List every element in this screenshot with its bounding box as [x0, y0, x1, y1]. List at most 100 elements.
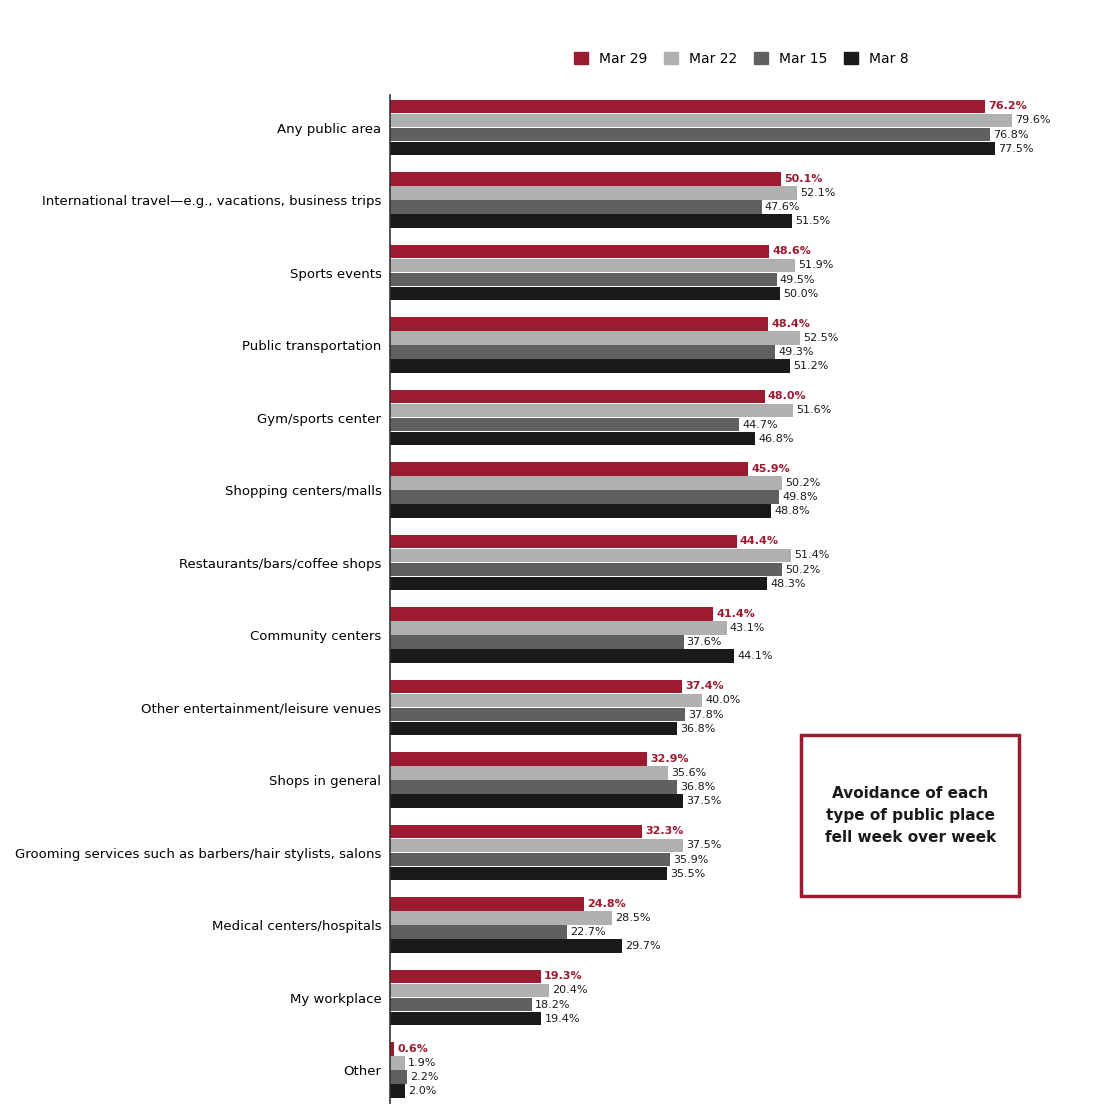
Bar: [390, 939, 622, 953]
Bar: [390, 534, 737, 548]
Bar: [390, 635, 684, 648]
Bar: [390, 722, 677, 736]
Bar: [390, 780, 677, 794]
Text: 51.6%: 51.6%: [796, 406, 831, 416]
Bar: [390, 622, 727, 635]
Bar: [390, 200, 761, 214]
Bar: [390, 984, 550, 997]
Bar: [390, 752, 647, 766]
Bar: [390, 1070, 407, 1083]
Text: 20.4%: 20.4%: [552, 985, 587, 995]
Text: 22.7%: 22.7%: [571, 927, 606, 937]
Text: 49.5%: 49.5%: [780, 275, 815, 285]
Text: 48.0%: 48.0%: [768, 391, 807, 401]
Text: 24.8%: 24.8%: [586, 899, 625, 909]
Text: 44.4%: 44.4%: [740, 537, 779, 547]
Text: 51.9%: 51.9%: [799, 260, 834, 271]
Bar: [390, 127, 989, 141]
Bar: [390, 1084, 406, 1098]
Text: 19.4%: 19.4%: [544, 1014, 579, 1024]
Bar: [390, 926, 567, 939]
Bar: [390, 114, 1012, 127]
Bar: [390, 432, 756, 445]
Bar: [390, 142, 995, 155]
Text: 41.4%: 41.4%: [717, 609, 756, 619]
Text: 50.2%: 50.2%: [786, 479, 821, 487]
Text: 50.1%: 50.1%: [784, 174, 823, 184]
Text: 28.5%: 28.5%: [616, 913, 652, 923]
Text: 46.8%: 46.8%: [759, 434, 794, 444]
Text: 2.2%: 2.2%: [410, 1072, 439, 1082]
Text: 35.6%: 35.6%: [671, 768, 706, 778]
Bar: [390, 318, 768, 331]
Bar: [390, 491, 779, 504]
Bar: [390, 838, 683, 852]
Text: 50.2%: 50.2%: [786, 565, 821, 575]
Bar: [390, 462, 748, 475]
Text: 44.1%: 44.1%: [738, 651, 773, 661]
Text: Avoidance of each
type of public place
fell week over week: Avoidance of each type of public place f…: [824, 786, 996, 845]
Text: 48.6%: 48.6%: [772, 246, 811, 256]
Bar: [390, 504, 771, 518]
Legend: Mar 29, Mar 22, Mar 15, Mar 8: Mar 29, Mar 22, Mar 15, Mar 8: [568, 46, 914, 72]
Bar: [390, 1057, 404, 1070]
Text: 35.9%: 35.9%: [674, 854, 709, 864]
Text: 29.7%: 29.7%: [625, 941, 660, 951]
Text: 51.4%: 51.4%: [794, 550, 830, 560]
Bar: [390, 287, 780, 301]
Text: 49.8%: 49.8%: [782, 492, 818, 502]
Text: 32.9%: 32.9%: [650, 754, 688, 764]
Text: 77.5%: 77.5%: [998, 143, 1034, 153]
Bar: [390, 825, 643, 838]
Bar: [390, 1012, 542, 1025]
Text: 18.2%: 18.2%: [535, 999, 571, 1010]
Text: 51.5%: 51.5%: [796, 216, 831, 226]
Bar: [390, 708, 685, 721]
Bar: [390, 866, 667, 880]
Bar: [390, 418, 739, 432]
Text: 76.2%: 76.2%: [988, 102, 1027, 112]
Text: 36.8%: 36.8%: [680, 781, 716, 792]
Bar: [390, 100, 985, 113]
Text: 44.7%: 44.7%: [742, 419, 778, 429]
Bar: [390, 607, 714, 620]
Text: 36.8%: 36.8%: [680, 723, 716, 733]
Bar: [390, 390, 765, 404]
Text: 50.0%: 50.0%: [783, 288, 819, 299]
Text: 49.3%: 49.3%: [778, 347, 813, 357]
Bar: [390, 1042, 394, 1055]
Bar: [390, 245, 769, 258]
Bar: [390, 215, 792, 228]
Text: 37.8%: 37.8%: [688, 710, 724, 720]
Bar: [390, 476, 782, 490]
Text: 35.5%: 35.5%: [670, 869, 706, 879]
Text: 37.5%: 37.5%: [686, 796, 721, 806]
Bar: [390, 969, 541, 983]
Bar: [390, 273, 777, 286]
Text: 48.4%: 48.4%: [771, 319, 810, 329]
Text: 37.5%: 37.5%: [686, 841, 721, 851]
Bar: [390, 766, 668, 779]
Text: 45.9%: 45.9%: [751, 464, 790, 474]
Text: 37.4%: 37.4%: [685, 682, 724, 691]
Bar: [390, 549, 791, 562]
Text: 32.3%: 32.3%: [645, 826, 684, 836]
Bar: [390, 680, 681, 693]
Bar: [390, 331, 800, 344]
Text: 0.6%: 0.6%: [398, 1044, 429, 1054]
Bar: [390, 998, 532, 1011]
Bar: [390, 898, 584, 911]
FancyBboxPatch shape: [801, 735, 1019, 897]
Text: 51.2%: 51.2%: [793, 361, 829, 371]
Bar: [390, 853, 670, 866]
Text: 48.8%: 48.8%: [774, 506, 810, 517]
Text: 76.8%: 76.8%: [993, 130, 1028, 140]
Text: 37.6%: 37.6%: [687, 637, 722, 647]
Bar: [390, 694, 702, 708]
Bar: [390, 577, 767, 590]
Bar: [390, 259, 796, 272]
Bar: [390, 650, 735, 663]
Text: 79.6%: 79.6%: [1015, 115, 1050, 125]
Text: 47.6%: 47.6%: [765, 202, 800, 212]
Bar: [390, 562, 782, 576]
